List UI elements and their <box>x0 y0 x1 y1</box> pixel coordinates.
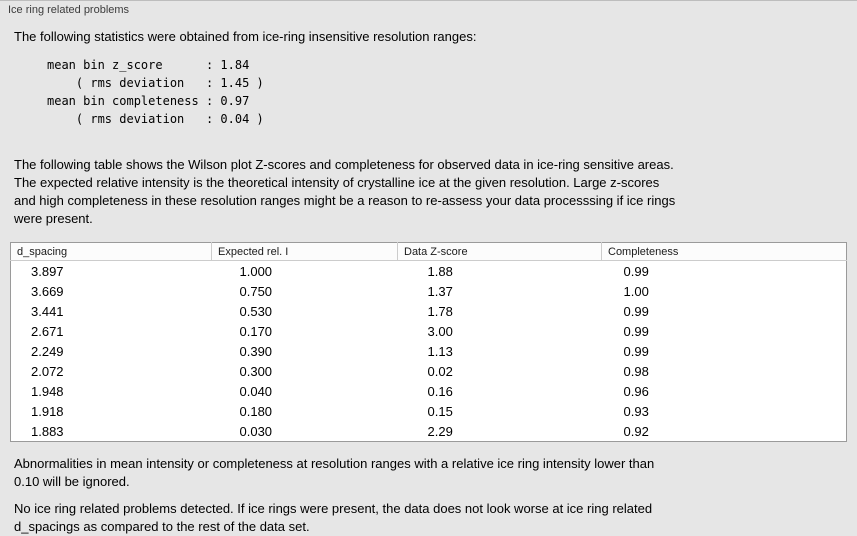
column-header-expected-rel-i[interactable]: Expected rel. I <box>211 242 398 261</box>
table-body: 3.897 1.000 1.88 0.99 3.669 0.750 1.37 1.00 3.44… <box>11 261 847 442</box>
text-line: were present. <box>14 211 93 226</box>
table-cell: 0.040 <box>239 383 273 399</box>
table-cell: 1.00 <box>623 283 649 299</box>
table-row[interactable]: 2.249 0.390 1.13 0.99 <box>11 341 847 361</box>
table-row[interactable]: 3.669 0.750 1.37 1.00 <box>11 281 847 301</box>
text-line: d_spacings as compared to the rest of th… <box>14 519 310 534</box>
table-cell: 2.29 <box>427 423 453 439</box>
table-cell: 0.16 <box>427 383 453 399</box>
table-cell: 0.180 <box>239 403 273 419</box>
table-cell: 0.15 <box>427 403 453 419</box>
table-cell: 3.669 <box>31 283 64 299</box>
column-header-data-z-score[interactable]: Data Z-score <box>397 242 602 261</box>
table-row[interactable]: 2.671 0.170 3.00 0.99 <box>11 321 847 341</box>
table-cell: 2.671 <box>31 323 64 339</box>
table-header-row: d_spacing Expected rel. I Data Z-score Comp… <box>10 242 847 261</box>
table-cell: 1.883 <box>31 423 64 439</box>
column-header-completeness[interactable]: Completeness <box>601 242 847 261</box>
table-cell: 3.00 <box>427 323 453 339</box>
table-cell: 0.93 <box>623 403 649 419</box>
text-line: and high completeness in these resolutio… <box>14 193 676 208</box>
table-cell: 1.13 <box>427 343 453 359</box>
ignore-note: Abnormalities in mean intensity or compl… <box>14 455 847 491</box>
table-cell: 1.78 <box>427 303 453 319</box>
stats-block: mean bin z_score : 1.84 ( rms deviation … <box>47 58 264 126</box>
table-header: d_spacing Expected rel. I Data Z-score Comp… <box>10 242 847 261</box>
table-cell: 1.948 <box>31 383 64 399</box>
panel-content: The following statistics were obtained f… <box>0 28 857 536</box>
conclusion-text: No ice ring related problems detected. I… <box>14 500 847 536</box>
table-cell: 0.98 <box>623 363 649 379</box>
text-line: No ice ring related problems detected. I… <box>14 501 653 516</box>
table-row[interactable]: 3.897 1.000 1.88 0.99 <box>11 261 847 282</box>
table-cell: 0.530 <box>239 303 273 319</box>
description-text: The following table shows the Wilson plo… <box>14 156 847 228</box>
table-cell: 0.02 <box>427 363 453 379</box>
table-cell: 0.99 <box>623 263 649 279</box>
table-cell: 3.441 <box>31 303 64 319</box>
table-cell: 0.99 <box>623 323 649 339</box>
table-cell: 0.030 <box>239 423 273 439</box>
table-cell: 0.750 <box>239 283 273 299</box>
table-cell: 2.249 <box>31 343 64 359</box>
table-row[interactable]: 3.441 0.530 1.78 0.99 <box>11 301 847 321</box>
table-cell: 0.390 <box>239 343 273 359</box>
text-line: The expected relative intensity is the t… <box>14 175 660 190</box>
text-line: 0.10 will be ignored. <box>14 474 130 489</box>
table-cell: 1.918 <box>31 403 64 419</box>
table-cell: 0.300 <box>239 363 273 379</box>
text-line: The following table shows the Wilson plo… <box>14 157 674 172</box>
table-cell: 0.96 <box>623 383 649 399</box>
table-cell: 3.897 <box>31 263 64 279</box>
panel-title: Ice ring related problems <box>8 4 130 16</box>
text-line: Abnormalities in mean intensity or compl… <box>14 456 655 471</box>
column-header-d-spacing[interactable]: d_spacing <box>10 242 212 261</box>
table-cell: 2.072 <box>31 363 64 379</box>
table-row[interactable]: 1.948 0.040 0.16 0.96 <box>11 381 847 401</box>
table-cell: 1.88 <box>427 263 453 279</box>
table-row[interactable]: 2.072 0.300 0.02 0.98 <box>11 361 847 381</box>
table-cell: 1.37 <box>427 283 453 299</box>
table-cell: 0.170 <box>239 323 273 339</box>
ice-ring-table: d_spacing Expected rel. I Data Z-score Comp… <box>10 242 847 442</box>
table-cell: 1.000 <box>239 263 273 279</box>
table-row[interactable]: 1.918 0.180 0.15 0.93 <box>11 401 847 421</box>
table-cell: 0.99 <box>623 343 649 359</box>
table-cell: 0.99 <box>623 303 649 319</box>
table-cell: 0.92 <box>623 423 649 439</box>
table-row[interactable]: 1.883 0.030 2.29 0.92 <box>11 421 847 442</box>
intro-text: The following statistics were obtained f… <box>14 29 477 44</box>
